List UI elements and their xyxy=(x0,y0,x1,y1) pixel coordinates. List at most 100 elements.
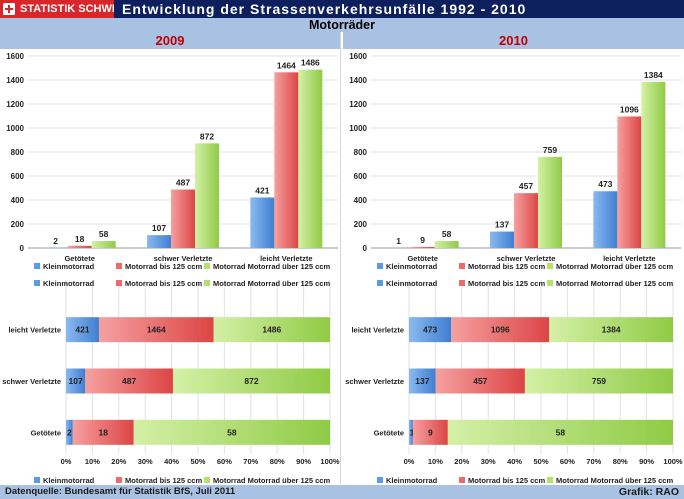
legend-label: Motorrad bis 125 ccm xyxy=(125,262,202,271)
page-subtitle: Motorräder xyxy=(309,18,375,32)
bar xyxy=(514,193,538,248)
stacked-bar-segment xyxy=(409,317,452,343)
y-tick-label: 400 xyxy=(354,196,368,205)
graphic-credit: Grafik: RAO xyxy=(618,486,679,498)
column-chart-2009: 0 200 400 600 800 1000 1200 1400 1600 2 18 58 Getöte… xyxy=(6,52,338,271)
bar xyxy=(641,81,666,248)
legend-swatch xyxy=(116,280,122,286)
x-tick-label: 100% xyxy=(663,457,683,466)
bar xyxy=(490,231,514,248)
x-tick-label: 100% xyxy=(320,457,340,466)
legend-swatch xyxy=(34,477,40,483)
x-tick-label: 0% xyxy=(61,457,72,466)
bar-value-label: 1486 xyxy=(301,58,320,68)
bar-value-label: 2 xyxy=(53,236,58,246)
bar-value-label: 18 xyxy=(75,234,85,244)
segment-value-label: 1384 xyxy=(602,325,621,335)
stacked-bar-segment xyxy=(524,368,673,394)
segment-value-label: 58 xyxy=(556,427,566,437)
segment-value-label: 421 xyxy=(75,325,89,335)
x-tick-label: 70% xyxy=(586,457,601,466)
stacked-bar-segment xyxy=(66,419,73,445)
column-chart-2010: 0 200 400 600 800 1000 1200 1400 1600 1 9 58 Getötet… xyxy=(349,52,681,271)
legend-swatch xyxy=(547,280,553,286)
bar xyxy=(171,189,195,248)
panel-2010: 2010 0 200 400 600 800 1000 1200 1400 1600 1 9 58 Ge… xyxy=(343,32,684,484)
legend-swatch xyxy=(204,477,210,483)
y-tick-label: 400 xyxy=(11,196,25,205)
bar-value-label: 759 xyxy=(543,145,557,155)
bar-value-label: 1096 xyxy=(620,104,639,114)
bar xyxy=(298,69,323,249)
stacked-bar-segment xyxy=(409,419,413,445)
legend-swatch xyxy=(116,263,122,269)
bar-value-label: 58 xyxy=(442,229,452,239)
segment-value-label: 2 xyxy=(67,427,72,437)
y-tick-label: 1600 xyxy=(6,52,24,61)
bar-value-label: 872 xyxy=(200,131,214,141)
bar-value-label: 58 xyxy=(99,229,109,239)
stacked-bar-segment xyxy=(85,368,173,394)
segment-value-label: 759 xyxy=(592,376,606,386)
y-tick-label: 1600 xyxy=(349,52,367,61)
stacked-percent-chart-2010: 0% 10% 20% 30% 40% 50% 60% 70% 80% 90% 100% 473 1096… xyxy=(345,279,683,484)
page-title: Entwicklung der Strassenverkehrsunfälle … xyxy=(122,1,527,17)
segment-value-label: 1464 xyxy=(147,325,166,335)
bar-value-label: 421 xyxy=(255,185,269,195)
legend-label: Motorrad Motorrad über 125 ccm xyxy=(213,279,330,288)
bar-value-label: 473 xyxy=(598,179,612,189)
bar-value-label: 137 xyxy=(495,220,509,230)
y-tick-label: 1400 xyxy=(6,76,24,85)
x-tick-label: 70% xyxy=(243,457,258,466)
panel-2009: 2009 0 200 400 600 800 1000 1200 1400 1600 2 18 58 G… xyxy=(0,32,341,484)
stacked-bar-segment xyxy=(66,317,99,343)
bar xyxy=(538,156,562,248)
x-tick-label: 10% xyxy=(85,457,100,466)
bar-value-label: 1 xyxy=(396,236,401,246)
legend-label: Motorrad Motorrad über 125 ccm xyxy=(556,279,673,288)
category-label: Getötete xyxy=(407,254,437,263)
legend-label: Motorrad Motorrad über 125 ccm xyxy=(556,262,673,271)
segment-value-label: 1 xyxy=(410,427,415,437)
segment-value-label: 473 xyxy=(423,325,437,335)
y-tick-label: 1400 xyxy=(349,76,367,85)
bar xyxy=(67,245,92,248)
stacked-bar-segment xyxy=(412,419,448,445)
bar-value-label: 107 xyxy=(152,223,166,233)
stacked-bar-segment xyxy=(549,317,673,343)
bar xyxy=(91,241,116,248)
x-tick-label: 20% xyxy=(454,457,469,466)
legend-swatch xyxy=(34,280,40,286)
bar xyxy=(274,72,299,248)
segment-value-label: 457 xyxy=(473,376,487,386)
legend-swatch xyxy=(547,477,553,483)
legend-swatch xyxy=(204,263,210,269)
legend-label: Kleinmotorrad xyxy=(43,279,95,288)
footer-bar: Datenquelle: Bundesamt für Statistik BfS… xyxy=(0,485,684,499)
x-tick-label: 40% xyxy=(507,457,522,466)
x-tick-label: 40% xyxy=(164,457,179,466)
legend-label: Kleinmotorrad xyxy=(386,476,438,484)
x-tick-label: 60% xyxy=(217,457,232,466)
x-tick-label: 0% xyxy=(404,457,415,466)
x-tick-label: 60% xyxy=(560,457,575,466)
stacked-bar-segment xyxy=(409,368,436,394)
category-label: leicht Verletzte xyxy=(8,326,61,335)
segment-value-label: 137 xyxy=(415,376,429,386)
category-label: schwer Verletzte xyxy=(345,377,404,386)
bar-value-label: 487 xyxy=(176,178,190,188)
x-tick-label: 50% xyxy=(190,457,205,466)
category-label: schwer Verletzte xyxy=(2,377,61,386)
legend-swatch xyxy=(459,263,465,269)
bar-value-label: 9 xyxy=(420,235,425,245)
legend-swatch xyxy=(34,263,40,269)
legend-label: Kleinmotorrad xyxy=(386,279,438,288)
y-tick-label: 1000 xyxy=(349,124,367,133)
category-label: Getötete xyxy=(374,428,404,437)
bar-value-label: 457 xyxy=(519,181,533,191)
y-tick-label: 1000 xyxy=(6,124,24,133)
legend-label: Motorrad Motorrad über 125 ccm xyxy=(213,476,330,484)
legend-swatch xyxy=(459,477,465,483)
subtitle-bar: Motorräder xyxy=(0,18,684,32)
x-tick-label: 10% xyxy=(428,457,443,466)
